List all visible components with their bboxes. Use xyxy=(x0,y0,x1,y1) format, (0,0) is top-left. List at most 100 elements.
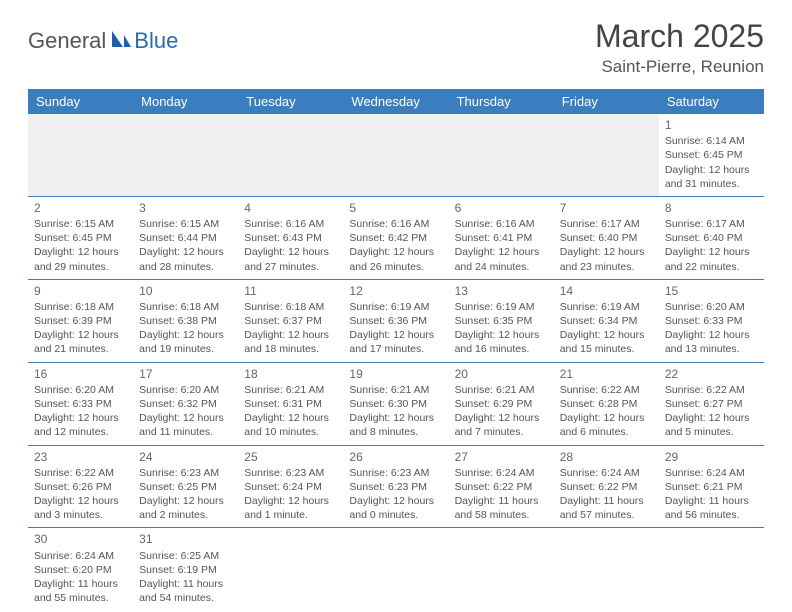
calendar-cell: 21Sunrise: 6:22 AMSunset: 6:28 PMDayligh… xyxy=(554,362,659,445)
daylight-text: Daylight: 11 hours and 58 minutes. xyxy=(455,494,548,522)
calendar-cell: 30Sunrise: 6:24 AMSunset: 6:20 PMDayligh… xyxy=(28,528,133,610)
sunset-text: Sunset: 6:34 PM xyxy=(560,314,653,328)
daylight-text: Daylight: 12 hours and 8 minutes. xyxy=(349,411,442,439)
day-number: 25 xyxy=(244,449,337,465)
weekday-header: Wednesday xyxy=(343,89,448,114)
sunrise-text: Sunrise: 6:19 AM xyxy=(560,300,653,314)
calendar-cell xyxy=(343,528,448,610)
sunrise-text: Sunrise: 6:18 AM xyxy=(139,300,232,314)
daylight-text: Daylight: 12 hours and 6 minutes. xyxy=(560,411,653,439)
sunset-text: Sunset: 6:23 PM xyxy=(349,480,442,494)
day-number: 18 xyxy=(244,366,337,382)
daylight-text: Daylight: 11 hours and 55 minutes. xyxy=(34,577,127,605)
calendar-row: 9Sunrise: 6:18 AMSunset: 6:39 PMDaylight… xyxy=(28,279,764,362)
calendar-cell xyxy=(238,114,343,196)
sunrise-text: Sunrise: 6:21 AM xyxy=(244,383,337,397)
day-number: 4 xyxy=(244,200,337,216)
daylight-text: Daylight: 12 hours and 15 minutes. xyxy=(560,328,653,356)
day-number: 1 xyxy=(665,117,758,133)
calendar-cell: 11Sunrise: 6:18 AMSunset: 6:37 PMDayligh… xyxy=(238,279,343,362)
sunrise-text: Sunrise: 6:23 AM xyxy=(139,466,232,480)
daylight-text: Daylight: 12 hours and 16 minutes. xyxy=(455,328,548,356)
sunrise-text: Sunrise: 6:17 AM xyxy=(560,217,653,231)
calendar-cell xyxy=(133,114,238,196)
day-number: 22 xyxy=(665,366,758,382)
daylight-text: Daylight: 12 hours and 1 minute. xyxy=(244,494,337,522)
calendar-cell: 18Sunrise: 6:21 AMSunset: 6:31 PMDayligh… xyxy=(238,362,343,445)
calendar-cell: 29Sunrise: 6:24 AMSunset: 6:21 PMDayligh… xyxy=(659,445,764,528)
day-number: 30 xyxy=(34,531,127,547)
sunset-text: Sunset: 6:22 PM xyxy=(560,480,653,494)
calendar-cell xyxy=(449,528,554,610)
calendar-cell: 17Sunrise: 6:20 AMSunset: 6:32 PMDayligh… xyxy=(133,362,238,445)
calendar-cell xyxy=(659,528,764,610)
weekday-header: Friday xyxy=(554,89,659,114)
sunrise-text: Sunrise: 6:16 AM xyxy=(244,217,337,231)
calendar-cell xyxy=(28,114,133,196)
calendar-cell: 6Sunrise: 6:16 AMSunset: 6:41 PMDaylight… xyxy=(449,196,554,279)
calendar-cell: 7Sunrise: 6:17 AMSunset: 6:40 PMDaylight… xyxy=(554,196,659,279)
sunset-text: Sunset: 6:41 PM xyxy=(455,231,548,245)
day-number: 23 xyxy=(34,449,127,465)
day-number: 17 xyxy=(139,366,232,382)
weekday-header-row: SundayMondayTuesdayWednesdayThursdayFrid… xyxy=(28,89,764,114)
sunrise-text: Sunrise: 6:22 AM xyxy=(560,383,653,397)
calendar-table: SundayMondayTuesdayWednesdayThursdayFrid… xyxy=(28,89,764,610)
daylight-text: Daylight: 12 hours and 10 minutes. xyxy=(244,411,337,439)
day-number: 12 xyxy=(349,283,442,299)
calendar-cell: 8Sunrise: 6:17 AMSunset: 6:40 PMDaylight… xyxy=(659,196,764,279)
day-number: 28 xyxy=(560,449,653,465)
calendar-cell: 19Sunrise: 6:21 AMSunset: 6:30 PMDayligh… xyxy=(343,362,448,445)
day-number: 27 xyxy=(455,449,548,465)
daylight-text: Daylight: 12 hours and 7 minutes. xyxy=(455,411,548,439)
month-title: March 2025 xyxy=(595,18,764,55)
sail-icon xyxy=(110,29,132,54)
sunset-text: Sunset: 6:42 PM xyxy=(349,231,442,245)
calendar-cell: 24Sunrise: 6:23 AMSunset: 6:25 PMDayligh… xyxy=(133,445,238,528)
calendar-cell: 2Sunrise: 6:15 AMSunset: 6:45 PMDaylight… xyxy=(28,196,133,279)
calendar-row: 16Sunrise: 6:20 AMSunset: 6:33 PMDayligh… xyxy=(28,362,764,445)
sunrise-text: Sunrise: 6:15 AM xyxy=(34,217,127,231)
day-number: 11 xyxy=(244,283,337,299)
daylight-text: Daylight: 12 hours and 5 minutes. xyxy=(665,411,758,439)
calendar-row: 23Sunrise: 6:22 AMSunset: 6:26 PMDayligh… xyxy=(28,445,764,528)
sunrise-text: Sunrise: 6:24 AM xyxy=(665,466,758,480)
sunset-text: Sunset: 6:26 PM xyxy=(34,480,127,494)
sunrise-text: Sunrise: 6:23 AM xyxy=(244,466,337,480)
calendar-cell xyxy=(554,114,659,196)
day-number: 2 xyxy=(34,200,127,216)
day-number: 20 xyxy=(455,366,548,382)
calendar-cell: 1Sunrise: 6:14 AMSunset: 6:45 PMDaylight… xyxy=(659,114,764,196)
calendar-cell: 16Sunrise: 6:20 AMSunset: 6:33 PMDayligh… xyxy=(28,362,133,445)
calendar-cell: 15Sunrise: 6:20 AMSunset: 6:33 PMDayligh… xyxy=(659,279,764,362)
daylight-text: Daylight: 12 hours and 0 minutes. xyxy=(349,494,442,522)
logo: General Blue xyxy=(28,18,178,54)
title-block: March 2025 Saint-Pierre, Reunion xyxy=(595,18,764,77)
calendar-cell: 12Sunrise: 6:19 AMSunset: 6:36 PMDayligh… xyxy=(343,279,448,362)
daylight-text: Daylight: 12 hours and 22 minutes. xyxy=(665,245,758,273)
sunset-text: Sunset: 6:31 PM xyxy=(244,397,337,411)
sunrise-text: Sunrise: 6:19 AM xyxy=(455,300,548,314)
daylight-text: Daylight: 12 hours and 24 minutes. xyxy=(455,245,548,273)
daylight-text: Daylight: 12 hours and 27 minutes. xyxy=(244,245,337,273)
sunrise-text: Sunrise: 6:20 AM xyxy=(34,383,127,397)
sunset-text: Sunset: 6:33 PM xyxy=(34,397,127,411)
calendar-cell: 10Sunrise: 6:18 AMSunset: 6:38 PMDayligh… xyxy=(133,279,238,362)
sunrise-text: Sunrise: 6:23 AM xyxy=(349,466,442,480)
day-number: 26 xyxy=(349,449,442,465)
day-number: 6 xyxy=(455,200,548,216)
sunrise-text: Sunrise: 6:18 AM xyxy=(34,300,127,314)
weekday-header: Sunday xyxy=(28,89,133,114)
daylight-text: Daylight: 12 hours and 31 minutes. xyxy=(665,163,758,191)
sunset-text: Sunset: 6:27 PM xyxy=(665,397,758,411)
day-number: 9 xyxy=(34,283,127,299)
daylight-text: Daylight: 12 hours and 29 minutes. xyxy=(34,245,127,273)
sunset-text: Sunset: 6:33 PM xyxy=(665,314,758,328)
sunrise-text: Sunrise: 6:16 AM xyxy=(349,217,442,231)
sunrise-text: Sunrise: 6:18 AM xyxy=(244,300,337,314)
calendar-cell xyxy=(554,528,659,610)
calendar-cell: 26Sunrise: 6:23 AMSunset: 6:23 PMDayligh… xyxy=(343,445,448,528)
day-number: 14 xyxy=(560,283,653,299)
location: Saint-Pierre, Reunion xyxy=(595,57,764,77)
calendar-cell xyxy=(449,114,554,196)
